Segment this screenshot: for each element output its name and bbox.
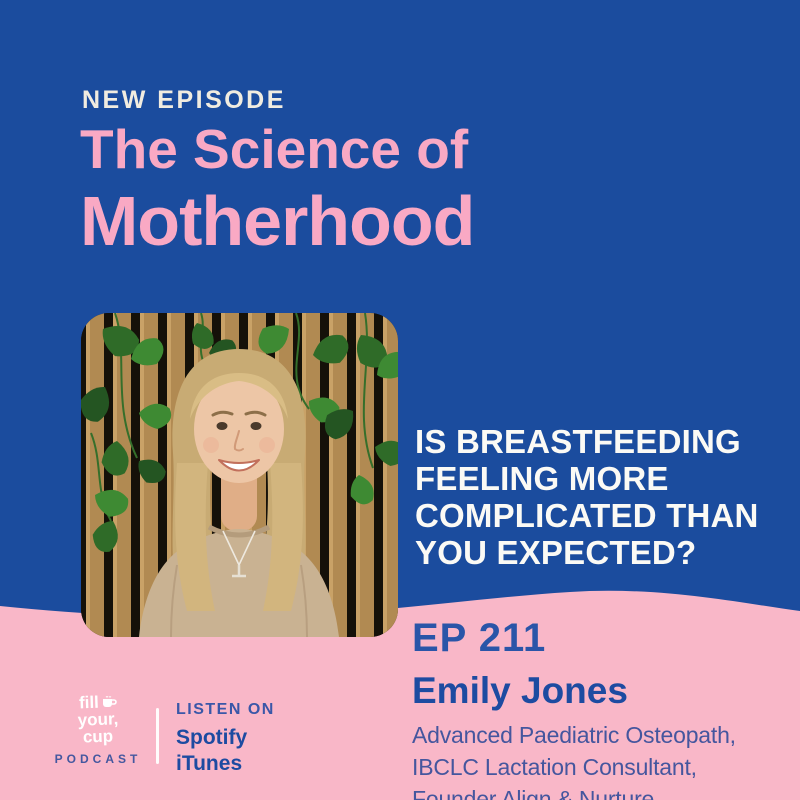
guest-credentials: Advanced Paediatric Osteopath, IBCLC Lac… (412, 719, 736, 800)
question-line-4: YOU EXPECTED? (415, 534, 697, 571)
logo-row: fill (54, 692, 142, 713)
footer: fill your, cup PODCAST LISTEN ON Spotify… (54, 692, 275, 777)
question-line-1: IS BREASTFEEDING (415, 423, 741, 460)
platform-itunes[interactable]: iTunes (176, 752, 243, 775)
listen-block: LISTEN ON Spotify iTunes (176, 694, 275, 777)
fill-your-cup-logo: fill your, cup PODCAST (54, 692, 142, 766)
logo-word-fill: fill (78, 692, 100, 713)
guest-credential-3: Founder Align & Nurture (412, 786, 655, 800)
woman-illustration (139, 349, 339, 637)
show-title: The Science of Motherhood (80, 118, 475, 260)
show-title-line-2: Motherhood (80, 182, 475, 260)
footer-divider (156, 708, 159, 764)
guest-name: Emily Jones (412, 670, 628, 711)
question-line-3: COMPLICATED THAN (415, 497, 759, 534)
episode-question: IS BREASTFEEDING FEELING MORE COMPLICATE… (415, 423, 759, 571)
new-episode-label: NEW EPISODE (82, 86, 286, 114)
guest-photo-illustration (81, 313, 398, 637)
podcast-label: PODCAST (54, 752, 142, 766)
cup-icon (102, 696, 117, 707)
guest-credential-2: IBCLC Lactation Consultant, (412, 754, 697, 780)
platforms: Spotify iTunes (176, 725, 275, 777)
guest-credential-1: Advanced Paediatric Osteopath, (412, 722, 736, 748)
episode-info: EP 211 Emily Jones Advanced Paediatric O… (412, 616, 736, 800)
platform-spotify[interactable]: Spotify (176, 726, 248, 749)
listen-on-label: LISTEN ON (176, 701, 275, 718)
episode-number: EP 211 (412, 616, 547, 660)
question-line-2: FEELING MORE (415, 460, 669, 497)
guest-photo (81, 313, 398, 637)
logo-word-cup: cup (82, 726, 114, 747)
show-title-line-1: The Science of (80, 118, 469, 180)
